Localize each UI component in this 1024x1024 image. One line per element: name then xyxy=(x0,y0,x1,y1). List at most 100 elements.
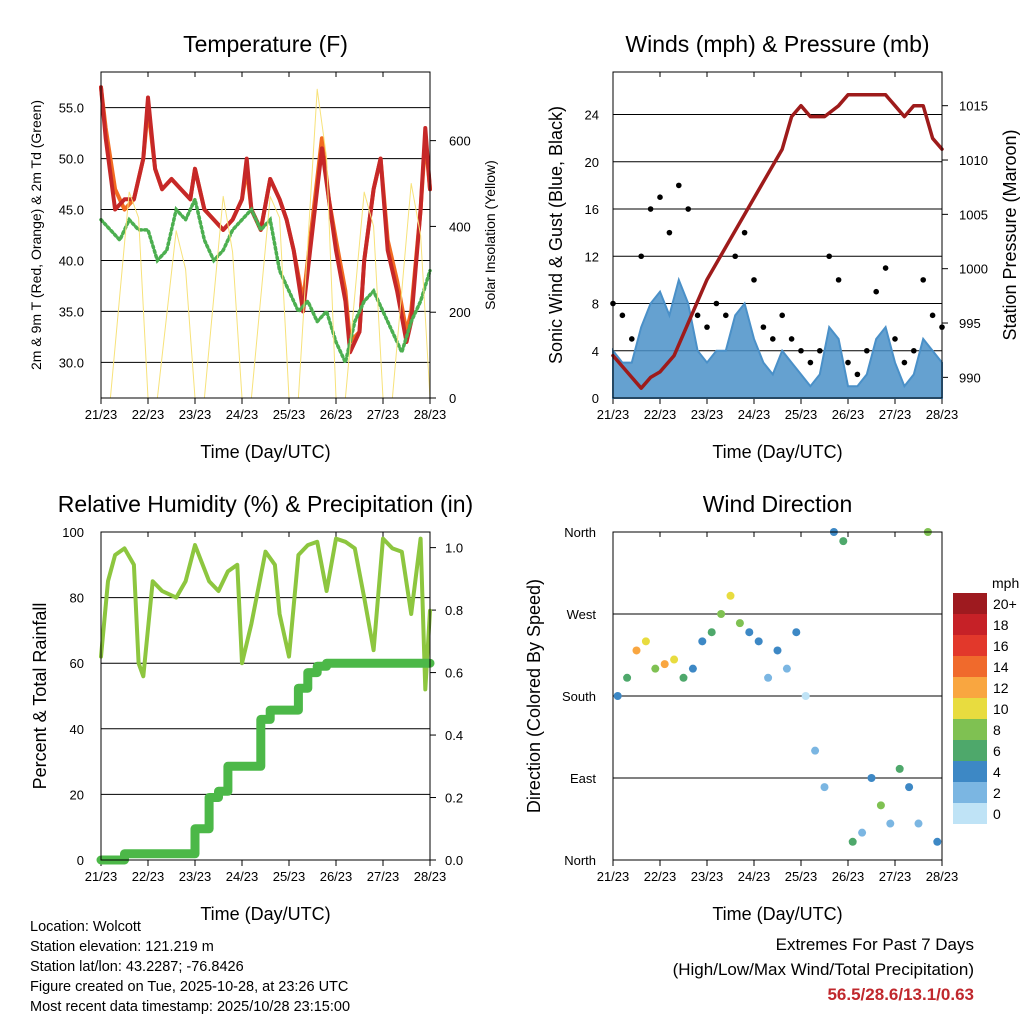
direction-point xyxy=(632,646,641,655)
legend-swatch xyxy=(953,677,987,698)
x-tick-label: 24/23 xyxy=(738,407,771,422)
y-tick-label: 80 xyxy=(70,591,84,606)
direction-point xyxy=(895,764,904,773)
y2-tick-label: 1010 xyxy=(959,153,988,168)
y-tick-label: North xyxy=(564,853,596,868)
gust-point xyxy=(901,359,908,366)
x-tick-label: 22/23 xyxy=(132,869,165,884)
x-tick-label: 28/23 xyxy=(414,869,447,884)
y-tick-label: 40.0 xyxy=(59,253,84,268)
gust-point xyxy=(732,253,738,260)
legend-swatch xyxy=(953,614,987,635)
legend-label: 18 xyxy=(993,617,1009,633)
gust-point xyxy=(873,288,879,295)
x-axis-label: Time (Day/UTC) xyxy=(712,442,842,462)
created-text: Figure created on Tue, 2025-10-28, at 23… xyxy=(30,979,349,995)
x-tick-label: 21/23 xyxy=(597,407,630,422)
legend-label: 20+ xyxy=(993,596,1017,612)
direction-point xyxy=(773,646,782,655)
direction-point xyxy=(679,673,688,682)
x-tick-label: 26/23 xyxy=(832,407,865,422)
gust-point xyxy=(760,324,767,330)
direction-point xyxy=(876,801,885,810)
x-tick-label: 25/23 xyxy=(273,407,306,422)
y2-tick-label: 0.4 xyxy=(445,728,463,743)
gust-point xyxy=(892,336,898,342)
gust-point xyxy=(713,300,720,307)
x-tick-label: 21/23 xyxy=(85,407,118,422)
panel-title: Winds (mph) & Pressure (mb) xyxy=(625,31,929,57)
legend-label: 0 xyxy=(993,806,1001,822)
gust-point xyxy=(685,206,691,212)
x-tick-label: 21/23 xyxy=(597,869,630,884)
gust-point xyxy=(807,359,814,366)
gust-point xyxy=(882,265,889,271)
legend-swatch xyxy=(953,719,987,740)
extremes-box: Extremes For Past 7 Days (High/Low/Max W… xyxy=(673,932,974,1007)
gust-point xyxy=(817,347,823,354)
gust-point xyxy=(704,324,710,330)
y2-axis-label: Solar Insolation (Yellow) xyxy=(482,160,498,310)
legend-title: mph xyxy=(992,575,1019,591)
recent-data-text: Most recent data timestamp: 2025/10/28 2… xyxy=(30,999,351,1015)
x-tick-label: 21/23 xyxy=(85,869,118,884)
x-tick-label: 23/23 xyxy=(179,869,212,884)
y-tick-label: West xyxy=(567,607,597,622)
direction-point xyxy=(848,837,857,846)
legend-swatch xyxy=(953,761,987,782)
direction-point xyxy=(745,628,754,637)
direction-point xyxy=(651,664,660,673)
plot-frame xyxy=(100,71,431,399)
y-tick-label: 50.0 xyxy=(59,152,84,167)
x-tick-label: 27/23 xyxy=(879,407,912,422)
y-tick-label: 0 xyxy=(592,391,599,406)
x-tick-label: 26/23 xyxy=(832,869,865,884)
y-tick-label: North xyxy=(564,525,596,540)
gust-point xyxy=(920,277,926,283)
y-tick-label: 24 xyxy=(585,108,599,123)
gust-point xyxy=(638,253,644,260)
legend-swatch xyxy=(953,698,987,719)
gust-point xyxy=(788,336,795,342)
x-tick-label: 28/23 xyxy=(926,407,959,422)
x-tick-label: 24/23 xyxy=(226,869,259,884)
x-axis-label: Time (Day/UTC) xyxy=(200,442,330,462)
gust-point xyxy=(694,312,701,319)
direction-point xyxy=(914,819,923,828)
legend-swatch xyxy=(953,656,987,677)
series-2m-t xyxy=(99,85,432,355)
gust-point xyxy=(770,336,776,342)
direction-point xyxy=(839,537,848,546)
x-tick-label: 25/23 xyxy=(273,869,306,884)
direction-point xyxy=(792,628,801,637)
x-tick-label: 24/23 xyxy=(738,869,771,884)
direction-point xyxy=(754,637,763,646)
legend-label: 8 xyxy=(993,722,1001,738)
gust-point xyxy=(629,336,635,342)
direction-point xyxy=(820,783,829,792)
panel-title: Wind Direction xyxy=(703,491,853,517)
y2-tick-label: 1.0 xyxy=(445,541,463,556)
gust-point xyxy=(798,347,804,354)
y-tick-label: 16 xyxy=(585,202,599,217)
plot-frame xyxy=(100,531,431,861)
x-tick-label: 25/23 xyxy=(785,407,818,422)
panel-3: Wind Direction Time (Day/UTC) Direction (C… xyxy=(524,491,1019,924)
panel-0: Temperature (F) Time (Day/UTC) 2m & 9m T (… xyxy=(28,31,498,462)
panel-1: Winds (mph) & Pressure (mb) Time (Day/UTC… xyxy=(546,31,1020,462)
series-dewpoint xyxy=(99,193,432,368)
gust-point xyxy=(911,347,917,354)
direction-point xyxy=(660,660,669,669)
direction-point xyxy=(811,746,820,755)
gust-point xyxy=(864,347,870,354)
gust-point xyxy=(929,312,936,319)
x-tick-label: 23/23 xyxy=(691,407,724,422)
x-tick-label: 26/23 xyxy=(320,869,353,884)
y-axis-label: Sonic Wind & Gust (Blue, Black) xyxy=(546,106,566,364)
gust-point xyxy=(835,277,842,283)
y-tick-label: 55.0 xyxy=(59,101,84,116)
y-axis-label: Percent & Total Rainfall xyxy=(30,603,50,790)
y-tick-label: 100 xyxy=(62,525,84,540)
y2-tick-label: 0.0 xyxy=(445,853,463,868)
